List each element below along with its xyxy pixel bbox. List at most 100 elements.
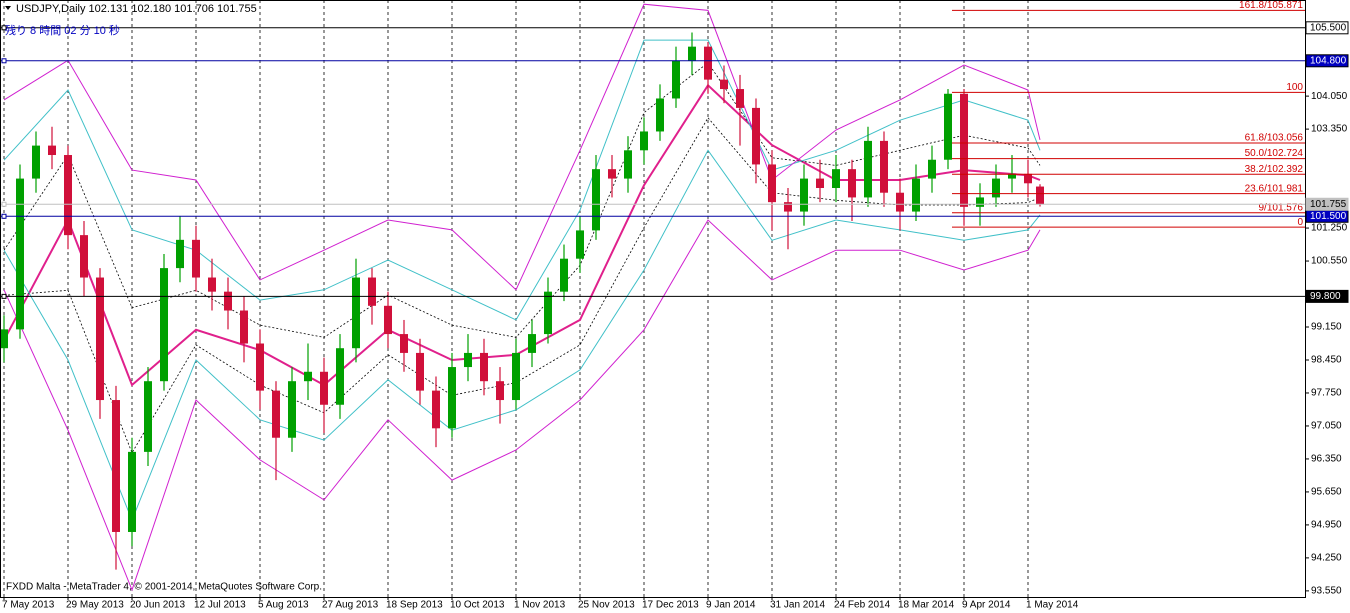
candle-body	[672, 60, 680, 99]
candle-body	[688, 46, 696, 61]
candle-body	[0, 329, 8, 349]
price-label-box	[1305, 197, 1349, 211]
x-tick-label: 12 Jul 2013	[194, 600, 246, 611]
candle-body	[480, 352, 488, 382]
fibo-label: 161.8/105.871	[1239, 0, 1303, 11]
x-tick-label: 27 Aug 2013	[322, 600, 379, 611]
candle-body	[544, 291, 552, 335]
x-tick-label: 18 Sep 2013	[386, 600, 443, 611]
fibo-label: 9/101.576	[1259, 202, 1304, 213]
y-tick-label: 103.350	[1311, 124, 1348, 135]
candle-body	[944, 93, 952, 160]
fibo-label: 100	[1286, 82, 1303, 93]
y-tick-label: 100.550	[1311, 256, 1348, 267]
y-tick-label: 93.550	[1311, 586, 1342, 597]
candle-body	[48, 145, 56, 156]
countdown: 残り 8 時間 02 分 10 秒	[5, 23, 120, 37]
candle-body	[752, 107, 760, 165]
candle-body	[784, 202, 792, 212]
candle-body	[640, 131, 648, 151]
candle-body	[864, 140, 872, 198]
candle-body	[368, 277, 376, 306]
price-label-box	[1305, 54, 1349, 68]
candle-body	[624, 150, 632, 179]
level-marker	[1, 25, 7, 31]
candle-body	[496, 381, 504, 401]
y-tick-label: 98.450	[1311, 355, 1342, 366]
candle-body	[592, 169, 600, 231]
candle-body	[160, 268, 168, 382]
candle-body	[976, 197, 984, 207]
candle-body	[992, 178, 1000, 198]
footer: FXDD Malta - MetaTrader 4, © 2001-2014, …	[6, 582, 322, 593]
level-marker	[1, 293, 7, 299]
price-label: 101.755	[1310, 199, 1347, 210]
price-label-box	[1305, 21, 1349, 35]
price-label: 99.800	[1310, 291, 1341, 302]
level-marker	[1, 58, 7, 64]
candle-body	[736, 89, 744, 108]
level-marker	[1, 213, 7, 219]
y-tick-label: 96.350	[1311, 454, 1342, 465]
candle-body	[224, 291, 232, 311]
grid	[3, 0, 1029, 597]
candle-body	[96, 277, 104, 401]
candle-body	[144, 381, 152, 452]
indicator-line	[3, 83, 1041, 387]
candle-body	[32, 145, 40, 179]
candle-body	[880, 140, 888, 193]
y-tick-label: 97.750	[1311, 388, 1342, 399]
candle-body	[576, 230, 584, 259]
candle-body	[304, 371, 312, 382]
candle-body	[1008, 173, 1016, 179]
fibo-label: 38.2/102.392	[1245, 164, 1304, 175]
x-tick-label: 1 Nov 2013	[514, 600, 566, 611]
candle-body	[400, 334, 408, 353]
price-label: 104.800	[1310, 55, 1347, 66]
candle-body	[768, 164, 776, 203]
indicator-line	[3, 117, 1041, 454]
candle-body	[240, 310, 248, 344]
candle-body	[928, 159, 936, 179]
x-tick-label: 9 Jan 2014	[706, 600, 756, 611]
levels: 161.8/105.871 100 61.8/103.056 50.0/102.724…	[0, 0, 1305, 299]
menu-icon	[5, 6, 11, 10]
y-tick-label: 94.950	[1311, 520, 1342, 531]
candle-body	[256, 343, 264, 391]
indicator-line	[3, 149, 1041, 522]
y-tick-label: 101.250	[1311, 223, 1348, 234]
candle-body	[560, 258, 568, 292]
price-label-box	[1305, 289, 1349, 303]
candle-body	[336, 348, 344, 405]
candle-body	[128, 451, 136, 532]
candle-body	[512, 352, 520, 401]
candle-body	[320, 371, 328, 405]
overlays	[3, 3, 1041, 592]
candle-body	[448, 367, 456, 429]
chart-title: USDJPY,Daily 102.131 102.180 101.706 101…	[16, 3, 257, 15]
price-label: 101.500	[1310, 211, 1347, 222]
x-tick-label: 18 Mar 2014	[898, 600, 955, 611]
candle-body	[1024, 173, 1032, 184]
fibo-label: 61.8/103.056	[1245, 133, 1304, 144]
candle-body	[832, 169, 840, 189]
candle-body	[816, 178, 824, 189]
x-tick-label: 10 Oct 2013	[450, 600, 505, 611]
candle-body	[896, 192, 904, 212]
fibo-label: 23.6/101.981	[1245, 183, 1304, 194]
candle-body	[1036, 186, 1044, 205]
candle-body	[80, 235, 88, 278]
fibo-label: 0	[1297, 217, 1303, 228]
price-label: 105.500	[1310, 22, 1347, 33]
candle-body	[112, 400, 120, 532]
candle-body	[272, 390, 280, 438]
candle-body	[720, 79, 728, 90]
y-tick-label: 97.050	[1311, 421, 1342, 432]
candle-body	[416, 352, 424, 391]
candle-body	[656, 98, 664, 132]
x-tick-label: 20 Jun 2013	[130, 600, 185, 611]
x-tick-label: 24 Feb 2014	[834, 600, 891, 611]
candles	[0, 32, 1044, 570]
candle-body	[352, 277, 360, 349]
